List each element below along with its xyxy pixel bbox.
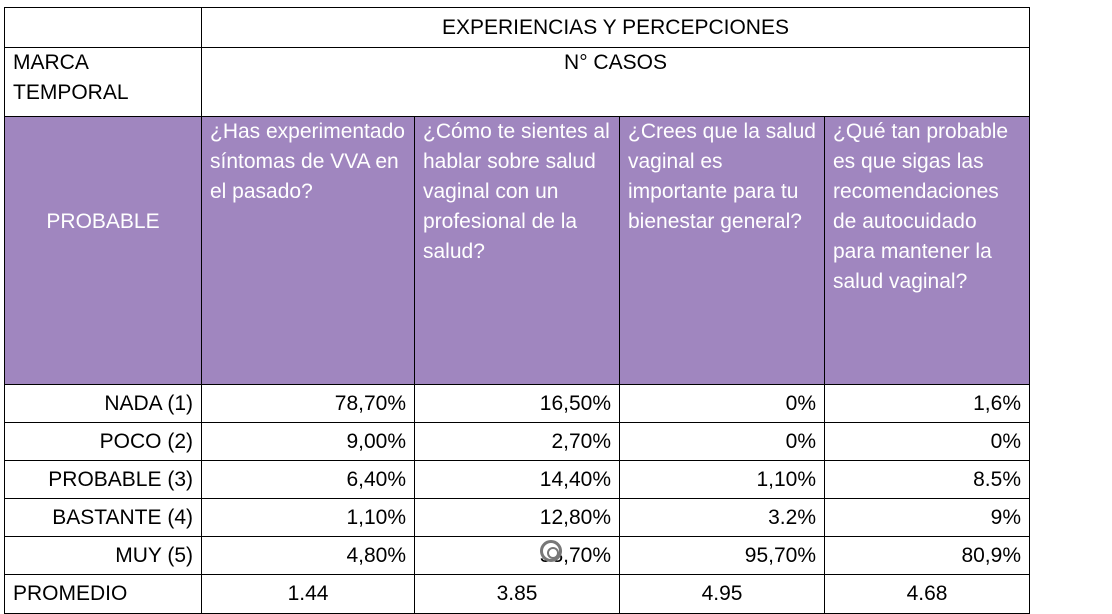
question-header: ¿Cómo te sientes al hablar sobre salud v… [414, 116, 620, 385]
average-cell: 3.85 [414, 574, 620, 614]
empty-corner-cell [4, 7, 202, 48]
cell: 1,6% [824, 384, 1030, 423]
cell: 0% [824, 422, 1030, 461]
cell: 9% [824, 498, 1030, 537]
table-row: NADA (1) 78,70% 16,50% 0% 1,6% [4, 384, 1030, 423]
subtitle: N° CASOS [201, 47, 1030, 117]
cell: 1,10% [619, 460, 825, 499]
cell: 9,00% [201, 422, 415, 461]
cell: 53,70% [414, 536, 620, 575]
row-label: BASTANTE (4) [4, 498, 202, 537]
cell: 12,80% [414, 498, 620, 537]
table-row: PROBABLE (3) 6,40% 14,40% 1,10% 8.5% [4, 460, 1030, 499]
row-label: PROBABLE (3) [4, 460, 202, 499]
average-row: PROMEDIO 1.44 3.85 4.95 4.68 [4, 574, 1030, 614]
table-row: BASTANTE (4) 1,10% 12,80% 3.2% 9% [4, 498, 1030, 537]
row-label: NADA (1) [4, 384, 202, 423]
cell: 14,40% [414, 460, 620, 499]
cell: 1,10% [201, 498, 415, 537]
question-header: ¿Crees que la salud vaginal es important… [619, 116, 825, 385]
refresh-icon[interactable] [540, 540, 562, 562]
cell: 78,70% [201, 384, 415, 423]
cell: 4,80% [201, 536, 415, 575]
question-header: ¿Qué tan probable es que sigas las recom… [824, 116, 1030, 385]
average-cell: 1.44 [201, 574, 415, 614]
scale-label: PROBABLE [4, 116, 202, 385]
question-header: ¿Has experimentado síntomas de VVA en el… [201, 116, 415, 385]
row-label: MUY (5) [4, 536, 202, 575]
cell: 0% [619, 422, 825, 461]
survey-table: EXPERIENCIAS Y PERCEPCIONES MARCA TEMPOR… [4, 7, 1030, 614]
cell: 0% [619, 384, 825, 423]
table-row: MUY (5) 4,80% 53,70% 95,70% 80,9% [4, 536, 1030, 575]
table-title: EXPERIENCIAS Y PERCEPCIONES [201, 7, 1030, 48]
average-cell: 4.68 [824, 574, 1030, 614]
cell: 80,9% [824, 536, 1030, 575]
cell: 8.5% [824, 460, 1030, 499]
cell: 16,50% [414, 384, 620, 423]
cell: 6,40% [201, 460, 415, 499]
row-label: POCO (2) [4, 422, 202, 461]
average-cell: 4.95 [619, 574, 825, 614]
cell: 95,70% [619, 536, 825, 575]
table-row: POCO (2) 9,00% 2,70% 0% 0% [4, 422, 1030, 461]
cell: 2,70% [414, 422, 620, 461]
cell: 3.2% [619, 498, 825, 537]
average-label: PROMEDIO [4, 574, 202, 614]
row-header: MARCA TEMPORAL [4, 47, 202, 117]
